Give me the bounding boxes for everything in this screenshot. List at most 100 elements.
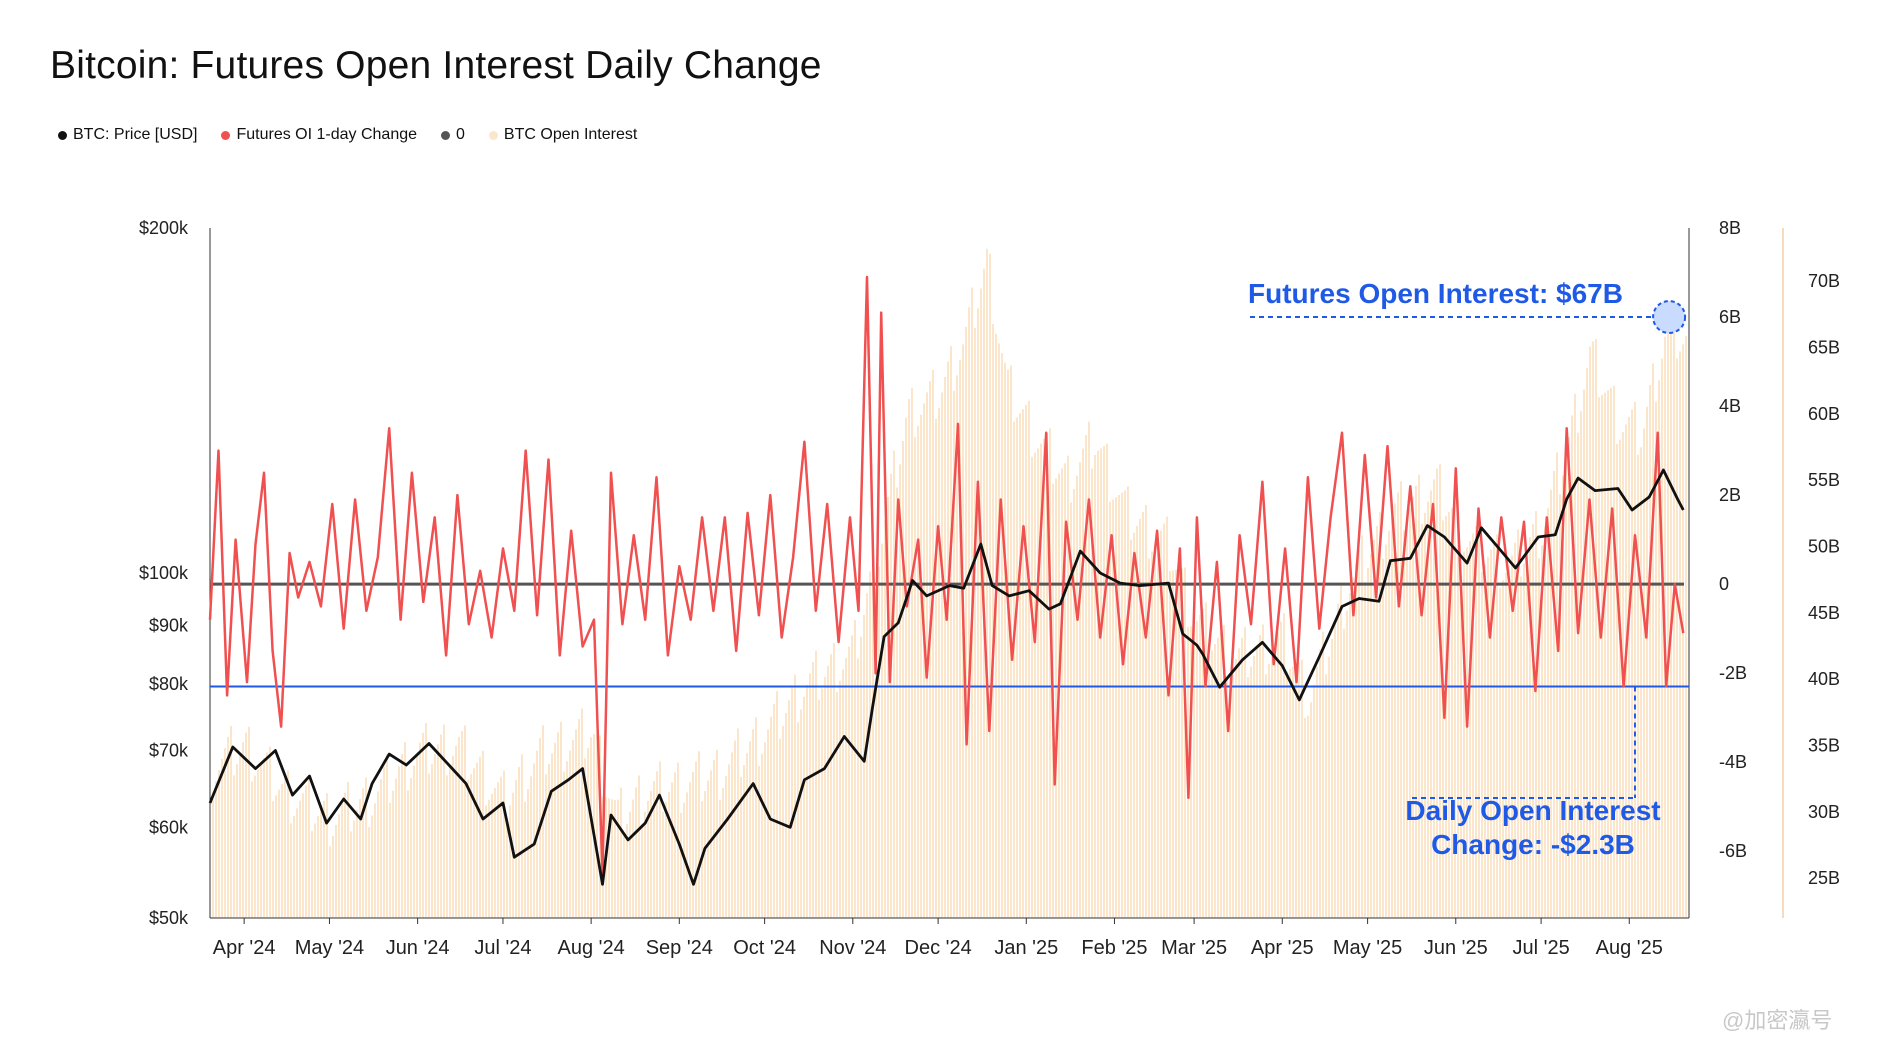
legend-item-open-interest[interactable]: BTC Open Interest <box>488 126 637 144</box>
legend-item-oi-change[interactable]: Futures OI 1-day Change <box>221 126 417 144</box>
open-interest-bar <box>1373 540 1375 918</box>
open-interest-bar <box>866 593 868 918</box>
open-interest-bar <box>857 658 859 918</box>
open-interest-bar <box>950 346 952 918</box>
legend-dot-open-interest <box>488 130 498 140</box>
open-interest-bar <box>1493 542 1495 918</box>
open-interest-bar <box>554 742 556 918</box>
x-tick-label: Dec '24 <box>905 937 972 959</box>
open-interest-bar <box>1016 417 1018 918</box>
open-interest-bar <box>1310 702 1312 918</box>
open-interest-bar <box>1397 492 1399 918</box>
open-interest-bar <box>1130 539 1132 918</box>
open-interest-bar <box>1247 677 1249 918</box>
x-tick-label: Jun '25 <box>1424 937 1488 959</box>
open-interest-bar <box>290 823 292 918</box>
open-interest-bar <box>281 783 283 918</box>
open-interest-bar <box>302 793 304 918</box>
open-interest-bar <box>1325 674 1327 918</box>
open-interest-bar <box>551 753 553 918</box>
open-interest-bar <box>1034 452 1036 918</box>
open-interest-bar <box>1055 478 1057 918</box>
open-interest-bar <box>1280 621 1282 918</box>
open-interest-bar <box>1403 530 1405 918</box>
open-interest-bar <box>1457 499 1459 918</box>
open-interest-bar <box>887 497 889 918</box>
open-interest-bar <box>1265 674 1267 918</box>
open-interest-bar <box>443 724 445 918</box>
open-interest-bar <box>1514 542 1516 918</box>
open-interest-bar <box>1580 411 1582 918</box>
open-interest-bar <box>884 520 886 918</box>
open-interest-bar <box>1238 648 1240 918</box>
open-interest-bar <box>1307 715 1309 918</box>
x-tick-label: Jul '25 <box>1513 937 1570 959</box>
open-interest-bar <box>629 811 631 918</box>
open-interest-bar <box>1172 570 1174 918</box>
legend-item-zero[interactable]: 0 <box>441 126 465 144</box>
open-interest-bar <box>974 328 976 918</box>
open-interest-bar <box>854 619 856 918</box>
open-interest-bar <box>1079 462 1081 918</box>
open-interest-bar <box>545 774 547 918</box>
y-right2-tick-label: 30B <box>1808 802 1840 822</box>
open-interest-bar <box>323 800 325 918</box>
open-interest-bar <box>584 758 586 918</box>
open-interest-bar <box>1370 554 1372 918</box>
open-interest-bar <box>221 759 223 918</box>
open-interest-bar <box>1346 610 1348 918</box>
open-interest-bar <box>1649 385 1651 919</box>
open-interest-bar <box>965 327 967 918</box>
open-interest-bar <box>578 719 580 918</box>
open-interest-bar <box>611 799 613 918</box>
open-interest-bar <box>212 792 214 918</box>
annotation-daily-change: Daily Open Interest Change: -$2.3B <box>1388 794 1678 862</box>
open-interest-bar <box>251 781 253 918</box>
open-interest-bar <box>836 692 838 918</box>
open-interest-bar <box>1343 628 1345 918</box>
open-interest-bar <box>1286 671 1288 918</box>
open-interest-bar <box>278 789 280 918</box>
open-interest-bar <box>218 770 220 918</box>
open-interest-bar <box>242 742 244 918</box>
open-interest-bar <box>1250 666 1252 918</box>
open-interest-bar <box>1655 402 1657 918</box>
open-interest-bar <box>1652 363 1654 918</box>
y-left-tick-label: $200k <box>139 218 189 238</box>
x-tick-label: Aug '25 <box>1596 937 1663 959</box>
open-interest-bar <box>329 846 331 918</box>
open-interest-bar <box>461 731 463 918</box>
open-interest-bar <box>932 369 934 918</box>
open-interest-bar <box>1487 556 1489 918</box>
y-right2-tick-label: 50B <box>1808 536 1840 556</box>
open-interest-bar <box>1430 490 1432 918</box>
open-interest-bar <box>287 770 289 918</box>
y-left-tick-label: $80k <box>149 674 189 694</box>
open-interest-bar <box>1007 369 1009 918</box>
open-interest-bar <box>1235 658 1237 918</box>
open-interest-bar <box>833 643 835 918</box>
open-interest-bar <box>755 717 757 918</box>
open-interest-bar <box>1337 603 1339 918</box>
open-interest-bar <box>572 740 574 918</box>
open-interest-bar <box>851 635 853 918</box>
open-interest-bar <box>1478 518 1480 918</box>
open-interest-bar <box>1349 593 1351 918</box>
open-interest-bar <box>1025 404 1027 918</box>
open-interest-bar <box>1589 346 1591 919</box>
open-interest-bar <box>830 654 832 918</box>
open-interest-bar <box>1223 625 1225 918</box>
open-interest-bar <box>473 768 475 918</box>
open-interest-bar <box>803 696 805 918</box>
annotation-overlay <box>1250 300 1687 799</box>
open-interest-bar <box>998 343 1000 918</box>
open-interest-bar <box>713 760 715 918</box>
open-interest-bar <box>1568 437 1570 918</box>
legend-item-price[interactable]: BTC: Price [USD] <box>58 126 197 144</box>
open-interest-bar <box>914 437 916 918</box>
open-interest-bar <box>563 771 565 918</box>
x-tick-label: Apr '25 <box>1251 937 1314 959</box>
open-interest-bar <box>416 753 418 918</box>
open-interest-bar <box>1577 432 1579 918</box>
open-interest-bar <box>1151 551 1153 918</box>
